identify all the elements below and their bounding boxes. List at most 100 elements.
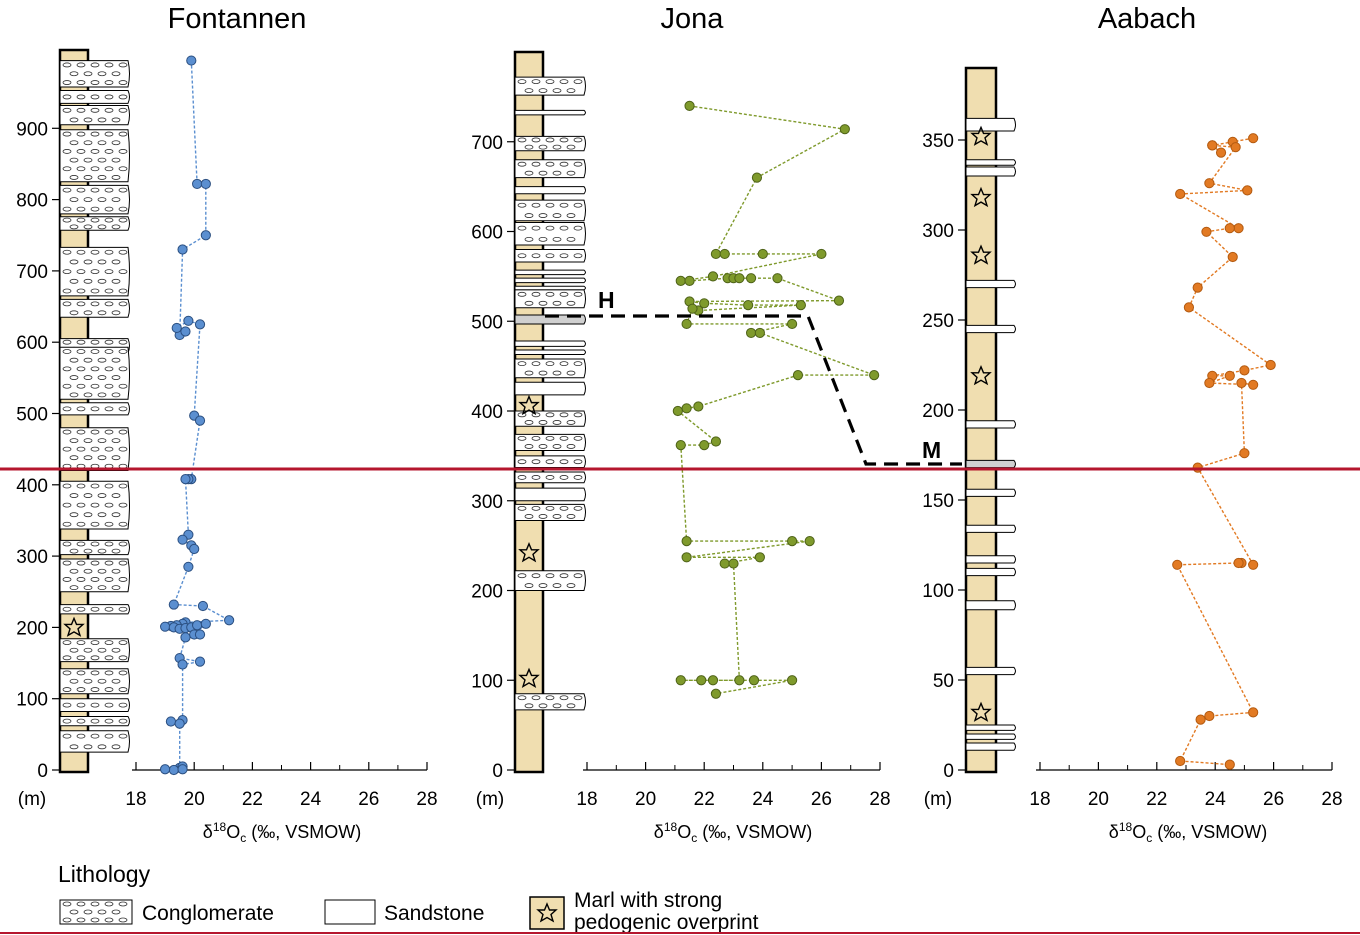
data-point: [748, 675, 760, 686]
x-axis-fontannen: 18 20 22 24 26 28: [125, 762, 438, 810]
pebble: [118, 406, 128, 412]
pebble: [118, 606, 128, 612]
pebble: [118, 339, 128, 345]
data-point: [1224, 370, 1235, 381]
pebble: [559, 161, 569, 167]
pebble: [104, 541, 114, 547]
pebble: [69, 117, 79, 123]
pebble: [62, 62, 72, 68]
title-aabach: Aabach: [1098, 3, 1196, 35]
conglomerate-bed: [59, 60, 130, 88]
data-point: [200, 618, 211, 629]
legend-conglomerate-label: Conglomerate: [142, 902, 274, 925]
pebble: [118, 670, 128, 676]
sandstone-bed: [514, 277, 586, 284]
data-point: [183, 561, 194, 572]
pebble: [545, 79, 555, 85]
marker-bed: [965, 459, 1016, 469]
pebble: [90, 606, 100, 612]
x-tick-label: 22: [242, 789, 263, 810]
series-line: [1176, 137, 1273, 766]
pebble: [62, 640, 72, 646]
pebble: [97, 493, 107, 498]
pebble: [559, 137, 569, 143]
pebble: [111, 568, 121, 574]
pebble: [83, 375, 93, 380]
pebble: [517, 361, 527, 367]
conglomerate-bed: [59, 716, 130, 727]
pebble: [83, 310, 93, 316]
pebble: [62, 149, 72, 154]
data-point: [795, 299, 806, 311]
pebble: [573, 475, 583, 480]
y-tick-label: 800: [16, 191, 48, 212]
pebble: [531, 412, 541, 418]
y-tick-label: 0: [37, 761, 48, 782]
pebble: [573, 161, 583, 167]
pebble: [97, 357, 107, 363]
data-point: [772, 273, 783, 284]
data-point: [1215, 147, 1227, 158]
y-tick-label: 500: [16, 405, 48, 426]
sandstone-bed: [514, 381, 586, 396]
pebble: [531, 137, 541, 143]
pebble: [90, 269, 100, 275]
y-tick-label: 100: [922, 581, 954, 602]
y-tick-label: 150: [922, 491, 954, 512]
pebble: [97, 392, 107, 398]
pebble: [118, 917, 128, 923]
pebble: [76, 107, 86, 113]
pebble: [69, 259, 79, 265]
pebble: [552, 514, 562, 519]
pebble: [76, 62, 86, 68]
pebble: [62, 94, 72, 100]
pebble: [90, 166, 100, 172]
x-tick-label: 18: [1029, 789, 1050, 810]
pebble: [62, 107, 72, 113]
pebble: [90, 349, 100, 354]
y-tick-label: 50: [933, 671, 954, 692]
pebble: [573, 291, 583, 297]
pebble: [566, 370, 576, 376]
pebble: [62, 541, 72, 547]
data-point: [792, 370, 804, 381]
legend-conglomerate: Conglomerate: [59, 899, 274, 925]
pebble: [69, 197, 79, 203]
pebble: [552, 88, 562, 93]
pebble: [104, 718, 114, 724]
pebble: [97, 175, 107, 180]
pebble: [104, 249, 114, 255]
pebble: [62, 269, 72, 275]
data-point: [745, 327, 757, 339]
sandstone-bed: [965, 555, 1016, 564]
pebble: [62, 429, 72, 435]
data-point: [1248, 707, 1259, 718]
data-point: [168, 599, 179, 610]
pebble: [69, 585, 79, 591]
pebble: [76, 206, 86, 212]
pebble: [118, 107, 128, 113]
pebble: [76, 349, 86, 354]
pebble: [111, 157, 121, 163]
pebble: [76, 366, 86, 372]
data-point: [194, 319, 206, 330]
conglomerate-bed: [59, 402, 130, 416]
data-point: [839, 124, 850, 135]
data-point: [719, 558, 730, 569]
x-axis-label-aabach: δ18Oc (‰, VSMOW): [1109, 820, 1267, 845]
pebble: [97, 224, 107, 230]
sandstone-bed: [965, 166, 1016, 177]
data-point: [186, 55, 197, 66]
y-tick-label: 350: [922, 131, 954, 152]
data-point: [1242, 185, 1253, 196]
data-point: [1207, 140, 1218, 151]
data-point: [693, 401, 704, 412]
pebble: [62, 406, 72, 412]
pebble: [531, 202, 541, 208]
sandstone-bed: [965, 117, 1016, 132]
data-point: [745, 273, 757, 284]
pebble: [104, 521, 114, 527]
pebble: [517, 79, 527, 85]
pebble: [559, 695, 569, 701]
pebble: [538, 88, 548, 93]
